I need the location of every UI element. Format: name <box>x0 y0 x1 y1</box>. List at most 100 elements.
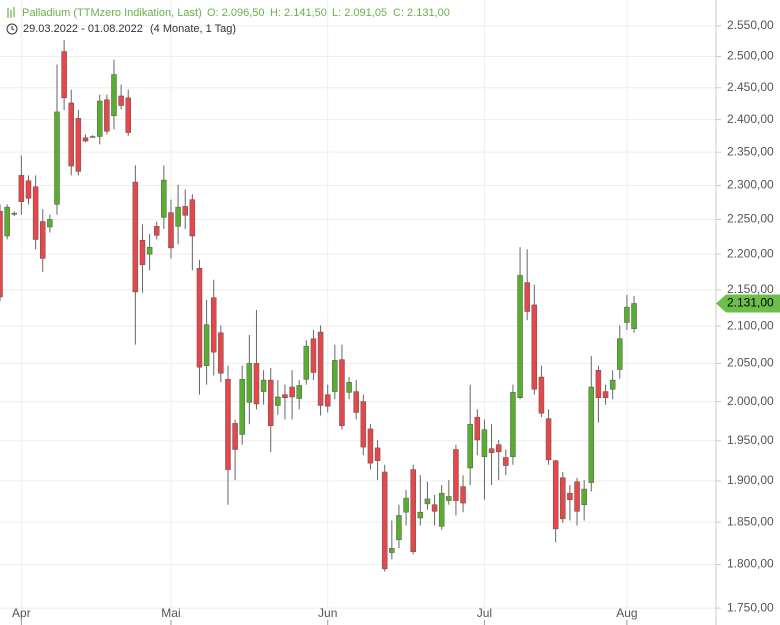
candle-body <box>61 51 67 99</box>
candle-body <box>189 199 196 237</box>
candle-body <box>617 338 623 370</box>
candle-body <box>89 136 96 138</box>
candle-body <box>4 206 10 237</box>
candle-body <box>332 360 338 392</box>
candle-body <box>39 221 46 259</box>
candle-body <box>54 111 60 205</box>
y-tick-label: 2.300,00 <box>727 178 774 192</box>
candle-body <box>324 394 331 407</box>
candle-body <box>381 471 388 570</box>
last-price-tag: 2.131,00 <box>716 294 780 313</box>
candle-body <box>538 376 545 414</box>
candle-body <box>260 379 267 392</box>
candle-body <box>175 206 181 227</box>
candle-body <box>253 363 260 405</box>
candle-body <box>96 100 103 137</box>
candle-body <box>182 206 188 216</box>
candle-body <box>453 449 459 501</box>
candle-body <box>474 416 481 441</box>
candle-body <box>403 497 409 513</box>
candle-body <box>581 488 587 505</box>
candle-body <box>374 447 381 461</box>
candle-body <box>560 477 566 520</box>
candles <box>0 39 637 572</box>
candle-body <box>210 297 217 353</box>
candle-body <box>517 275 523 398</box>
candle-body <box>168 212 174 249</box>
candle-body <box>510 392 516 457</box>
candle-body <box>139 239 146 266</box>
candle-body <box>339 359 345 427</box>
y-tick-label: 2.100,00 <box>727 318 774 332</box>
candle-body <box>267 379 274 427</box>
candle-body <box>303 345 310 380</box>
y-axis: 1.750,00 1.800,00 1.850,00 1.900,00 1.950,00… <box>716 18 774 614</box>
x-tick-label: Aug <box>616 606 637 620</box>
y-tick-label: 2.500,00 <box>727 49 774 63</box>
y-tick-label: 1.800,00 <box>727 557 774 571</box>
candle-body <box>417 511 424 519</box>
candle-body <box>552 460 559 530</box>
summary-low: L: 2.091,05 <box>332 7 387 19</box>
y-tick-label: 2.050,00 <box>727 356 774 370</box>
y-tick-label: 1.850,00 <box>727 514 774 528</box>
candle-body <box>588 386 595 483</box>
clock-icon <box>6 23 18 35</box>
chart-icon <box>7 7 15 18</box>
candle-body <box>146 246 153 255</box>
candle-body <box>132 181 139 293</box>
candle-body <box>11 213 17 215</box>
summary-close: C: 2.131,00 <box>393 7 450 19</box>
candle-body <box>153 226 160 236</box>
y-tick-label: 1.900,00 <box>727 473 774 487</box>
candle-body <box>609 379 616 390</box>
y-tick-label: 1.750,00 <box>727 600 774 614</box>
candle-body <box>47 219 53 228</box>
candle-body <box>161 179 167 218</box>
candle-body <box>232 423 238 450</box>
candle-body <box>310 338 317 373</box>
candle-body <box>125 97 131 133</box>
candle-body <box>367 428 374 464</box>
candle-body <box>196 268 203 368</box>
y-tick-label: 2.250,00 <box>727 212 774 226</box>
candle-body <box>289 386 295 398</box>
candle-body <box>317 331 324 406</box>
candle-body <box>624 306 630 323</box>
candle-body <box>32 186 39 240</box>
candle-body <box>239 379 245 435</box>
candle-body <box>446 496 452 501</box>
y-tick-label: 2.550,00 <box>727 18 774 32</box>
x-tick-label: Apr <box>12 606 31 620</box>
candle-body <box>460 486 466 504</box>
candle-body <box>282 394 288 398</box>
candle-body <box>68 102 74 167</box>
candle-body <box>481 429 488 457</box>
period: (4 Monate, 1 Tag) <box>150 23 236 35</box>
candle-body <box>488 448 495 453</box>
y-tick-label: 2.150,00 <box>727 282 774 296</box>
candle-body <box>360 401 367 448</box>
grid: Apr Mai Jun Jul Aug <box>0 0 716 625</box>
candle-body <box>602 391 609 398</box>
y-tick-label: 2.200,00 <box>727 246 774 260</box>
candle-body <box>396 515 402 541</box>
candle-body <box>111 74 117 117</box>
y-tick-label: 2.350,00 <box>727 144 774 158</box>
candle-body <box>631 303 637 329</box>
date-range: 29.03.2022 - 01.08.2022 <box>23 23 143 35</box>
candle-body <box>353 391 359 413</box>
candle-body <box>225 379 231 470</box>
y-tick-label: 2.000,00 <box>727 394 774 408</box>
candle-body <box>503 457 509 466</box>
candle-body <box>0 210 3 298</box>
summary-high: H: 2.141,50 <box>270 7 327 19</box>
header: Palladium (TTMzero Indikation, Last) O: … <box>6 7 450 35</box>
candle-body <box>567 492 573 501</box>
candle-body <box>495 444 502 453</box>
chart-title: Palladium (TTMzero Indikation, Last) <box>22 7 202 19</box>
candle-body <box>524 282 530 312</box>
candle-body <box>25 180 32 199</box>
candle-body <box>118 95 124 106</box>
